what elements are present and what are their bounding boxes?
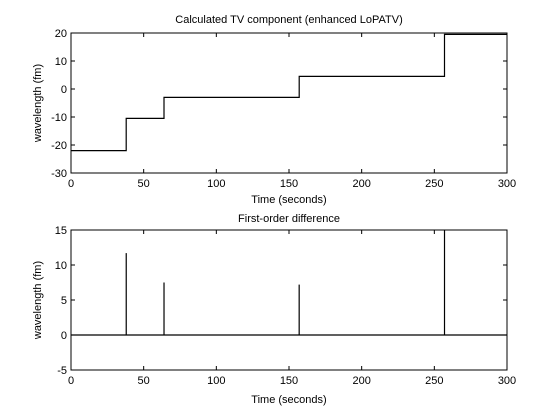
x-tick-label: 0 — [68, 178, 74, 190]
x-tick-label: 150 — [280, 178, 298, 190]
tv-chart-xlabel: Time (seconds) — [251, 194, 326, 206]
diff-chart-y-ticks: -5 0 5 10 15 — [55, 225, 507, 377]
tv-component-chart: Calculated TV component (enhanced LoPATV… — [32, 14, 516, 206]
y-tick-label: 10 — [55, 56, 67, 68]
y-tick-label: 0 — [61, 84, 67, 96]
y-tick-label: 0 — [61, 330, 67, 342]
x-tick-label: 100 — [207, 178, 225, 190]
x-tick-label: 300 — [498, 375, 516, 387]
tv-chart-ylabel: wavelength (fm) — [32, 64, 44, 143]
tv-chart-y-ticks: -30 -20 -10 0 10 20 — [51, 28, 507, 180]
x-tick-label: 100 — [207, 375, 225, 387]
x-tick-label: 200 — [352, 375, 370, 387]
first-difference-chart: First-order difference Time (seconds) wa… — [32, 213, 516, 406]
y-tick-label: -10 — [51, 112, 67, 124]
diff-chart-series — [71, 230, 507, 336]
x-tick-label: 50 — [138, 178, 150, 190]
tv-chart-x-ticks: 0 50 100 150 200 250 300 — [68, 33, 516, 190]
diff-chart-title: First-order difference — [238, 213, 340, 225]
y-tick-label: 10 — [55, 260, 67, 272]
diff-chart-ylabel: wavelength (fm) — [32, 261, 44, 340]
y-tick-label: 5 — [61, 295, 67, 307]
x-tick-label: 0 — [68, 375, 74, 387]
tv-step-series-line — [71, 33, 507, 152]
diff-chart-xlabel: Time (seconds) — [251, 394, 326, 406]
y-tick-label: -20 — [51, 140, 67, 152]
y-tick-label: -5 — [57, 365, 67, 377]
x-tick-label: 150 — [280, 375, 298, 387]
diff-chart-x-ticks: 0 50 100 150 200 250 300 — [68, 230, 516, 387]
y-tick-label: -30 — [51, 168, 67, 180]
x-tick-label: 250 — [425, 178, 443, 190]
tv-chart-series — [71, 33, 507, 152]
x-tick-label: 250 — [425, 375, 443, 387]
x-tick-label: 300 — [498, 178, 516, 190]
y-tick-label: 15 — [55, 225, 67, 237]
tv-chart-title: Calculated TV component (enhanced LoPATV… — [175, 14, 402, 26]
y-tick-label: 20 — [55, 28, 67, 40]
x-tick-label: 200 — [352, 178, 370, 190]
x-tick-label: 50 — [138, 375, 150, 387]
